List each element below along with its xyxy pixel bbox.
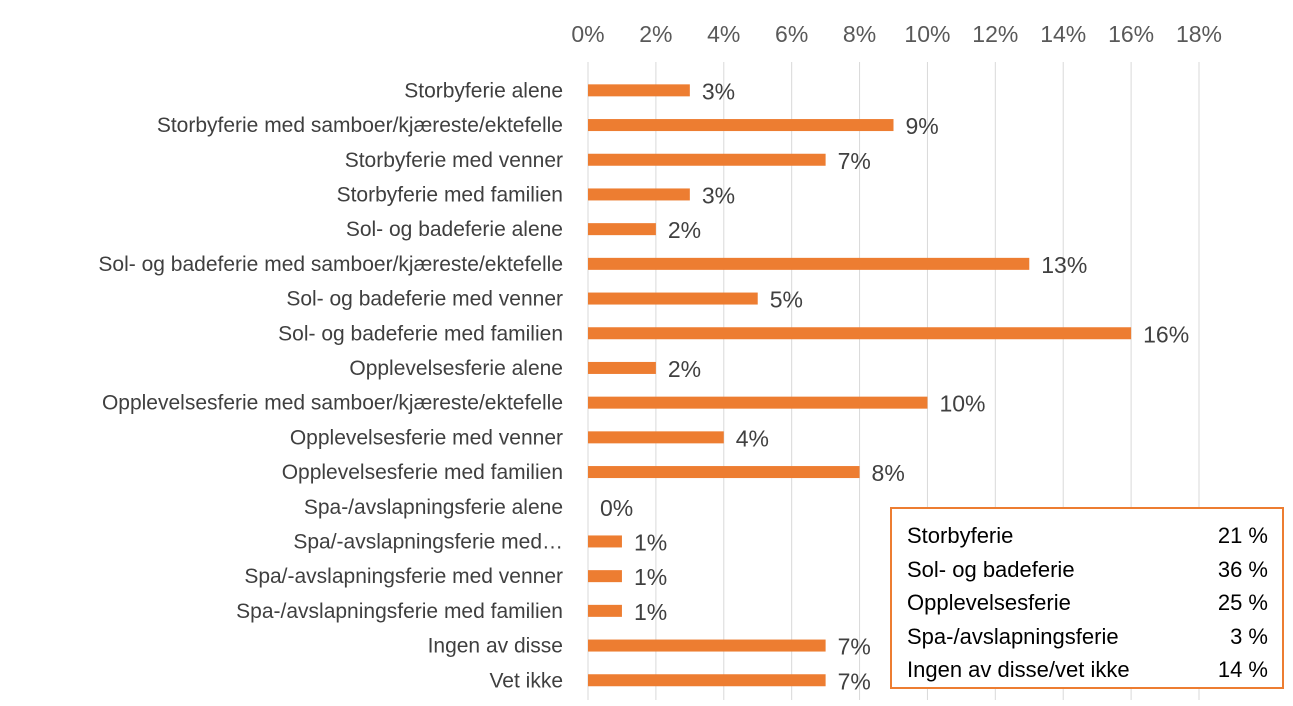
x-tick-label: 0% [571,21,604,47]
data-label: 4% [736,425,769,451]
summary-label: Storbyferie [907,523,1014,548]
x-tick-label: 10% [904,21,950,47]
category-label: Storbyferie med familien [337,183,563,206]
bar [588,674,826,687]
data-label: 2% [668,217,701,243]
category-label: Opplevelsesferie med familien [282,461,563,484]
summary-row: Spa-/avslapningsferie 3 % [907,620,1268,654]
x-tick-label: 8% [843,21,876,47]
bar [588,361,656,374]
data-label: 0% [600,495,633,521]
category-labels: Storbyferie alene Storbyferie med samboer… [98,79,563,692]
summary-value: 3 % [1230,623,1268,649]
data-label: 7% [838,148,871,174]
bar [588,604,622,617]
bar [588,119,894,132]
x-axis-ticks: 0% 2% 4% 6% 8% 10% 12% 14% 16% 18% [571,21,1222,47]
category-label: Opplevelsesferie med samboer/kjæreste/ek… [102,392,563,415]
x-tick-label: 6% [775,21,808,47]
bar [588,535,622,548]
x-tick-label: 18% [1176,21,1222,47]
bar [588,570,622,583]
summary-label: Opplevelsesferie [907,590,1071,615]
category-label: Spa-/avslapningsferie alene [304,496,563,519]
category-label: Ingen av disse [428,635,563,658]
summary-row: Ingen av disse/vet ikke 14 % [907,653,1268,687]
data-label: 7% [838,634,871,660]
data-label: 1% [634,564,667,590]
bars [588,84,1132,687]
x-tick-label: 4% [707,21,740,47]
bar [588,396,928,409]
summary-value: 21 % [1217,523,1268,548]
category-label: Storbyferie alene [404,79,563,102]
category-label: Opplevelsesferie med venner [290,426,563,449]
summary-row: Storbyferie 21 % [907,519,1268,553]
data-label: 7% [838,668,871,694]
bar [588,84,690,97]
bar [588,466,860,479]
category-label: Spa/-avslapningsferie med venner [244,565,563,588]
x-tick-label: 2% [639,21,672,47]
category-label: Storbyferie med venner [345,149,563,172]
summary-value: 25 % [1217,590,1268,615]
x-tick-label: 14% [1040,21,1086,47]
x-tick-label: 12% [972,21,1018,47]
data-label: 10% [939,391,985,417]
bar [588,257,1030,270]
data-label: 3% [702,182,735,208]
bar [588,153,826,166]
summary-row: Opplevelsesferie 25 % [907,586,1268,620]
data-label: 2% [668,356,701,382]
bar [588,327,1132,340]
category-label: Opplevelsesferie alene [349,357,563,380]
bar [588,188,690,201]
category-label: Sol- og badeferie alene [346,218,563,241]
summary-row: Sol- og badeferie 36 % [907,553,1268,587]
summary-label: Spa-/avslapningsferie [907,623,1119,649]
bar [588,223,656,236]
data-label: 16% [1143,321,1189,347]
category-label: Sol- og badeferie med samboer/kjæreste/e… [98,253,563,276]
data-label: 5% [770,287,803,313]
category-label: Sol- og badeferie med venner [286,288,563,311]
bar [588,431,724,444]
category-label: Vet ikke [489,669,563,692]
bar [588,292,758,305]
bar [588,639,826,652]
x-tick-label: 16% [1108,21,1154,47]
summary-box: Storbyferie 21 % Sol- og badeferie 36 % … [890,507,1284,689]
data-label: 13% [1041,252,1087,278]
data-label: 3% [702,78,735,104]
summary-label: Ingen av disse/vet ikke [907,657,1130,682]
summary-value: 36 % [1217,556,1268,582]
data-labels: 3%9%7%3%2%13%5%16%2%10%4%8%0%1%1%1%7%7% [600,78,1189,694]
category-label: Spa/-avslapningsferie med… [293,530,563,553]
summary-label: Sol- og badeferie [907,556,1075,582]
summary-value: 14 % [1217,657,1268,682]
data-label: 8% [872,460,905,486]
category-label: Sol- og badeferie med familien [278,322,563,345]
data-label: 1% [634,529,667,555]
category-label: Spa-/avslapningsferie med familien [236,600,563,623]
category-label: Storbyferie med samboer/kjæreste/ektefel… [157,114,563,137]
data-label: 9% [906,113,939,139]
data-label: 1% [634,599,667,625]
